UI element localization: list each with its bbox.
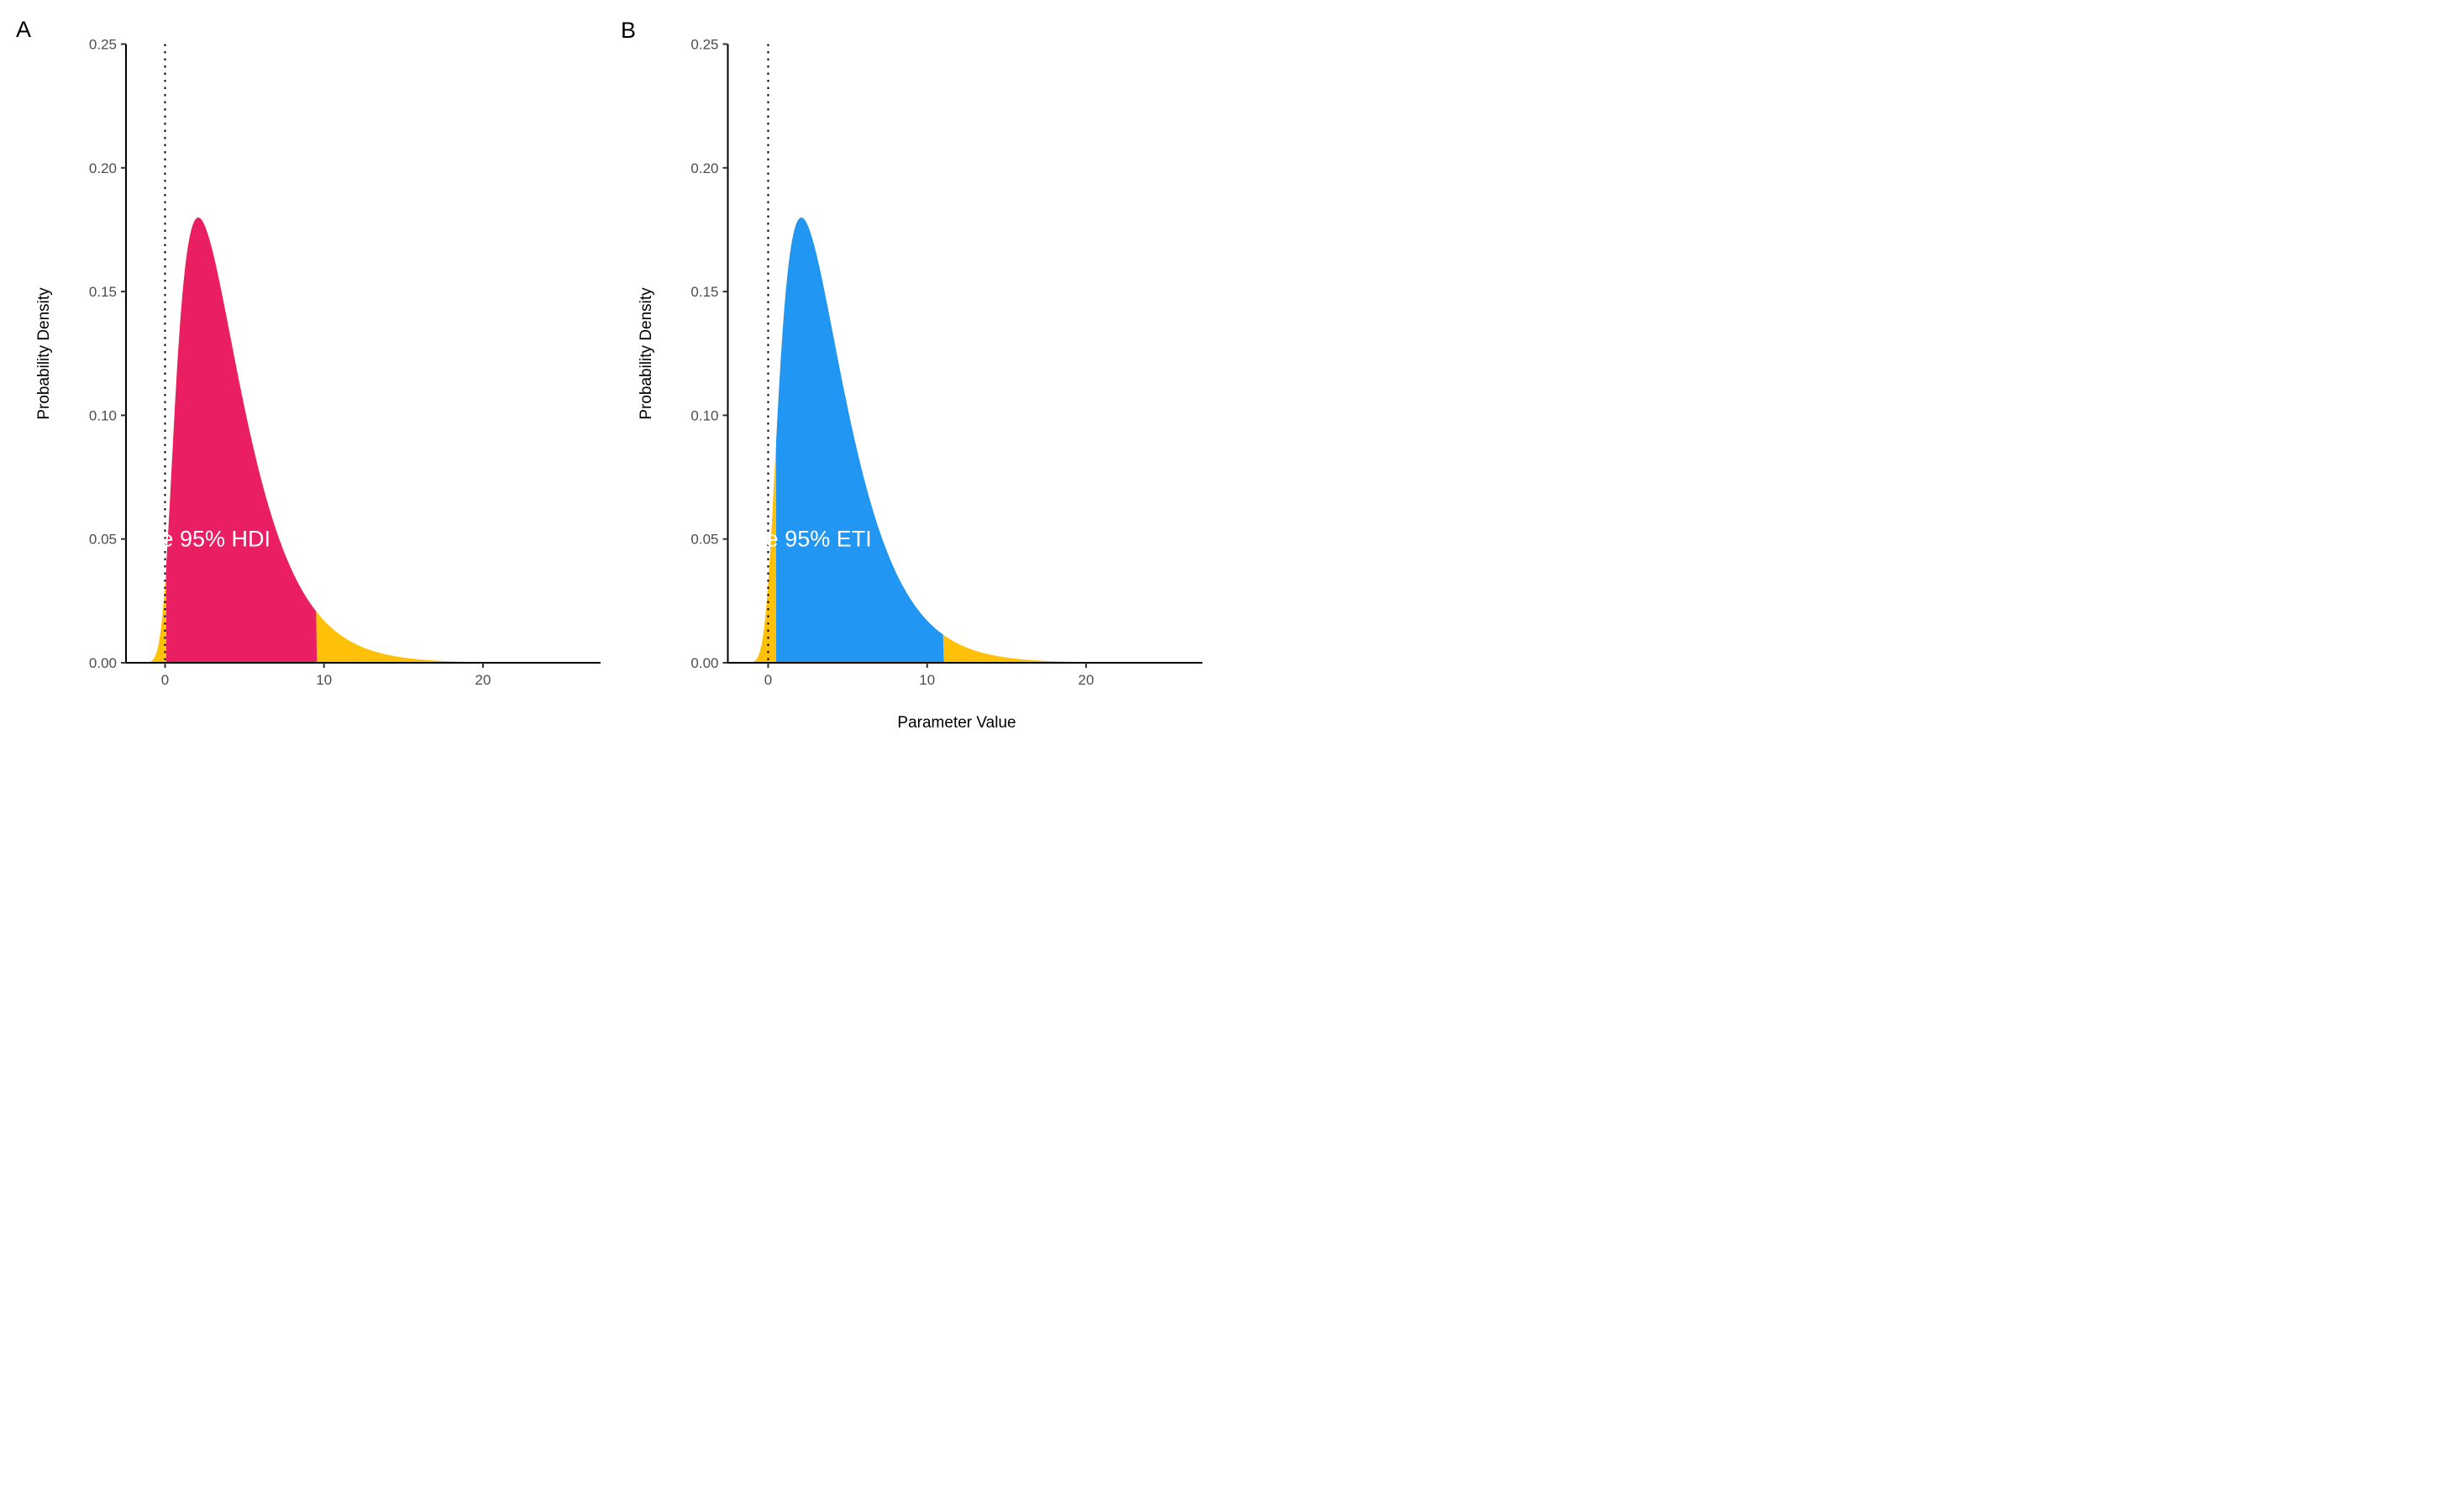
y-tick-label: 0.25 [690,37,718,53]
y-tick-label: 0.05 [690,532,718,548]
y-tick-label: 0.20 [89,160,117,176]
y-axis-title-panel-a: Probability Density [35,287,53,420]
figure: 0.00 0.05 0.10 0.15 0.20 0.25 0 10 20 The 95% HDI… [0,0,1223,756]
density-plots-canvas: 0.00 0.05 0.10 0.15 0.20 0.25 0 10 20 The 95% HDI… [89,37,1203,688]
x-tick-label: 10 [316,672,332,688]
y-tick-label: 0.25 [89,37,117,53]
x-tick-label: 20 [475,672,491,688]
interval-annotation-a: The 95% HDI [134,527,270,552]
x-tick-label: 0 [161,672,169,688]
y-tick-label: 0.15 [690,284,718,300]
x-tick-label: 20 [1079,672,1094,688]
interval-annotation-b: The 95% ETI [739,527,872,552]
panel-b-tag: B [621,18,637,43]
credible-interval-fill-a [166,218,318,663]
y-axis-title-panel-b: Probability Density [638,287,655,420]
y-tick-label: 0.15 [89,284,117,300]
x-tick-label: 0 [764,672,772,688]
y-tick-label: 0.20 [690,160,718,176]
y-tick-label: 0.10 [89,407,117,423]
credible-interval-fill-b [776,218,944,663]
panel-a-tag: A [16,17,32,42]
x-axis-title: Parameter Value [897,714,1016,732]
y-tick-label: 0.10 [690,407,718,423]
y-tick-label: 0.00 [89,655,117,671]
y-tick-label: 0.05 [89,532,117,548]
x-tick-label: 10 [919,672,935,688]
y-tick-label: 0.00 [690,655,718,671]
